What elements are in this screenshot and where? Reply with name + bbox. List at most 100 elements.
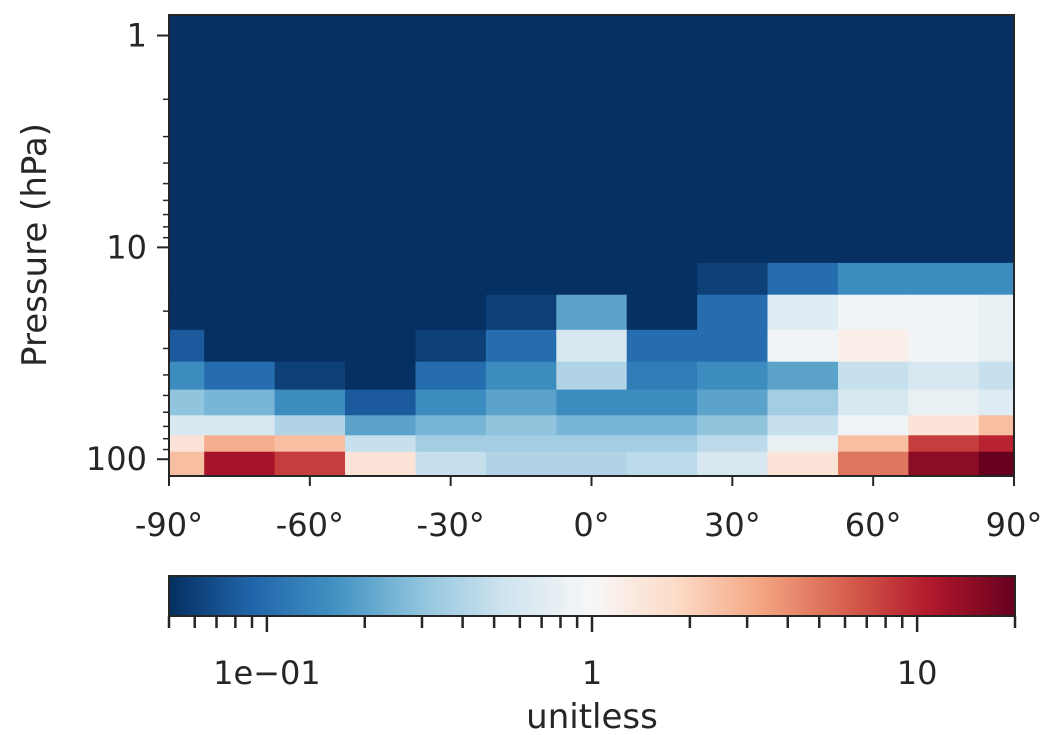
x-tick-label: -90°: [135, 506, 203, 544]
heatmap-cell: [274, 415, 346, 437]
heatmap-cell: [556, 262, 628, 296]
heatmap-cell: [556, 389, 628, 417]
heatmap-cell: [838, 415, 910, 437]
heatmap-cell: [626, 361, 698, 391]
heatmap-cell: [274, 15, 346, 264]
heatmap-cell: [838, 262, 910, 296]
heatmap-cell: [908, 389, 980, 417]
heatmap-cell: [908, 262, 980, 296]
y-tick-label: 10: [106, 228, 147, 266]
heatmap-cell: [908, 415, 980, 437]
heatmap-cell: [204, 451, 276, 476]
heatmap-cell: [767, 361, 839, 391]
heatmap-cell: [485, 389, 558, 417]
heatmap-cell: [697, 294, 769, 331]
heatmap-cell: [908, 15, 980, 264]
heatmap-cell: [978, 435, 1014, 453]
heatmap-cell: [415, 294, 487, 331]
x-tick-label: 30°: [704, 506, 761, 544]
heatmap-cell: [838, 361, 910, 391]
heatmap-cell: [978, 294, 1014, 331]
heatmap-cell: [169, 451, 205, 476]
heatmap-cell: [697, 415, 769, 437]
colorbar-tick-label: 10: [897, 654, 938, 692]
heatmap-cell: [908, 435, 980, 453]
heatmap-cell: [838, 435, 910, 453]
heatmap-cell: [485, 415, 558, 437]
heatmap-cell: [485, 329, 558, 363]
colorbar-tick-label: 1e−01: [213, 654, 321, 692]
heatmap-cell: [345, 451, 417, 476]
heatmap-cell: [204, 361, 276, 391]
heatmap-cell: [908, 329, 980, 363]
heatmap-cell: [697, 435, 769, 453]
heatmap-cell: [697, 361, 769, 391]
heatmap-cell: [485, 262, 558, 296]
heatmap-cell: [978, 15, 1014, 264]
y-tick-label: 100: [86, 440, 147, 478]
heatmap-cell: [767, 389, 839, 417]
heatmap-cell: [415, 329, 487, 363]
heatmap-cell: [415, 451, 487, 476]
heatmap-cell: [908, 294, 980, 331]
colorbar-tick-label: 1: [582, 654, 602, 692]
heatmap-cell: [204, 262, 276, 296]
heatmap-cell: [626, 435, 698, 453]
heatmap-cell: [274, 435, 346, 453]
heatmap-cell: [838, 15, 910, 264]
heatmap-cell: [767, 294, 839, 331]
heatmap-cell: [767, 451, 839, 476]
heatmap-cell: [556, 415, 628, 437]
heatmap-cell: [169, 262, 205, 296]
heatmap-cell: [415, 15, 487, 264]
heatmap-cell: [978, 262, 1014, 296]
heatmap-cell: [169, 415, 205, 437]
x-axis: -90° -60° -30° 0° 30° 60° 90°: [135, 476, 1042, 544]
heatmap-cell: [345, 262, 417, 296]
heatmap-cell: [978, 361, 1014, 391]
heatmap-cell: [767, 262, 839, 296]
heatmap-cell: [767, 415, 839, 437]
heatmap-cell: [415, 262, 487, 296]
heatmap-cell: [908, 361, 980, 391]
colorbar: [168, 575, 1016, 617]
y-axis-label: Pressure (hPa): [15, 123, 55, 367]
heatmap-cell: [697, 262, 769, 296]
x-tick-label: 60°: [845, 506, 902, 544]
heatmap-cell: [485, 451, 558, 476]
y-axis: 1 10 100: [86, 17, 169, 478]
heatmap-cell: [274, 451, 346, 476]
heatmap-cells: [169, 15, 1014, 476]
heatmap-cell: [556, 294, 628, 331]
heatmap-cell: [169, 435, 205, 453]
heatmap-cell: [697, 329, 769, 363]
heatmap-area: [169, 15, 1014, 476]
heatmap-cell: [626, 415, 698, 437]
heatmap-cell: [345, 294, 417, 331]
heatmap-cell: [169, 361, 205, 391]
heatmap-cell: [415, 361, 487, 391]
heatmap-cell: [908, 451, 980, 476]
heatmap-cell: [345, 415, 417, 437]
heatmap-cell: [767, 435, 839, 453]
heatmap-cell: [626, 329, 698, 363]
heatmap-cell: [626, 389, 698, 417]
heatmap-cell: [838, 389, 910, 417]
heatmap-cell: [626, 262, 698, 296]
heatmap-cell: [626, 451, 698, 476]
heatmap-cell: [978, 415, 1014, 437]
heatmap-cell: [556, 451, 628, 476]
heatmap-cell: [485, 15, 558, 264]
heatmap-cell: [274, 389, 346, 417]
heatmap-cell: [204, 389, 276, 417]
heatmap-cell: [415, 415, 487, 437]
heatmap-cell: [978, 451, 1014, 476]
heatmap-cell: [204, 435, 276, 453]
heatmap-cell: [415, 389, 487, 417]
heatmap-cell: [556, 435, 628, 453]
heatmap-cell: [204, 415, 276, 437]
heatmap-cell: [556, 15, 628, 264]
heatmap-cell: [274, 294, 346, 331]
heatmap-cell: [169, 15, 205, 264]
